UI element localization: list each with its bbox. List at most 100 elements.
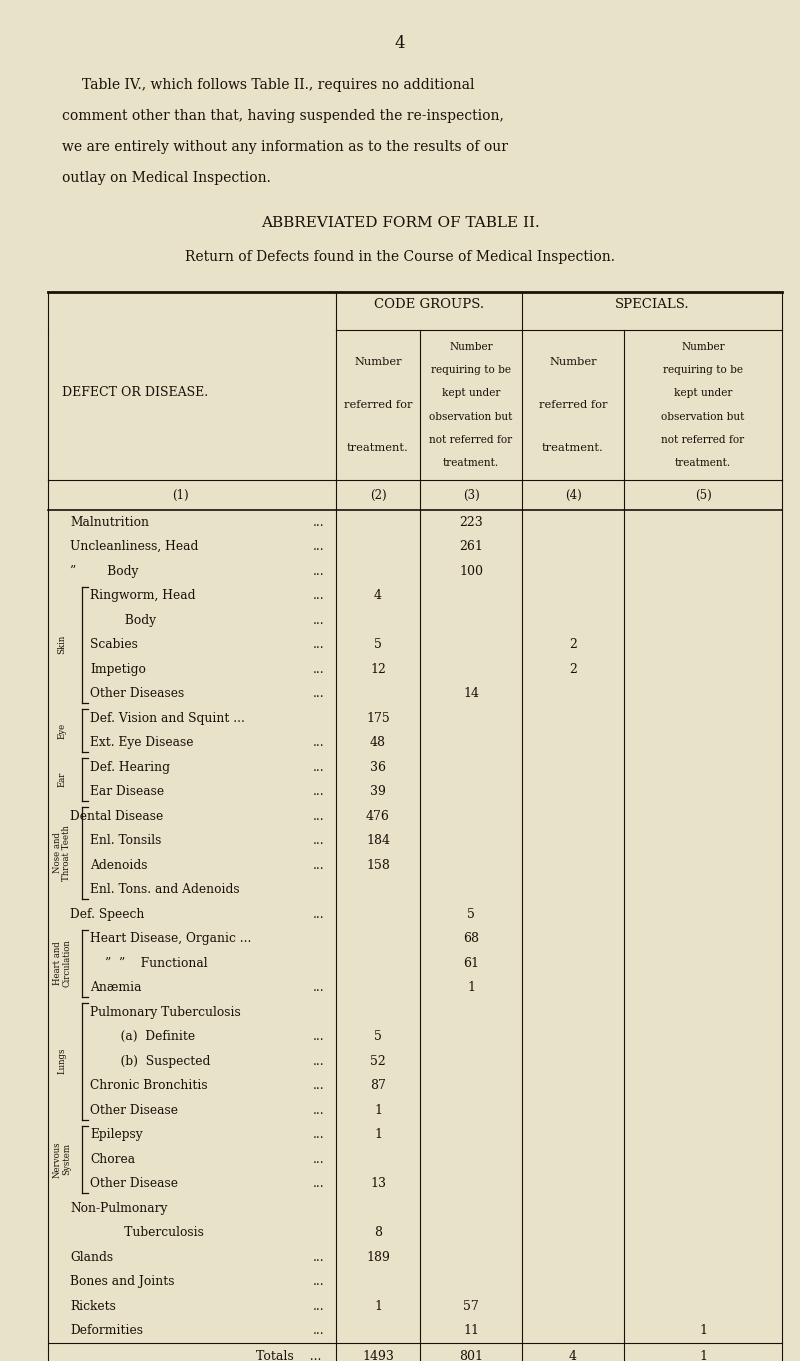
Text: 223: 223 (459, 516, 483, 529)
Text: Enl. Tonsils: Enl. Tonsils (90, 834, 162, 848)
Text: ...: ... (312, 1030, 324, 1044)
Text: not referred for: not referred for (430, 434, 513, 445)
Text: Other Disease: Other Disease (90, 1104, 178, 1117)
Text: 5: 5 (374, 638, 382, 652)
Text: (3): (3) (462, 489, 479, 501)
Text: comment other than that, having suspended the re-inspection,: comment other than that, having suspende… (62, 109, 504, 122)
Text: Impetigo: Impetigo (90, 663, 146, 676)
Text: Def. Speech: Def. Speech (70, 908, 144, 921)
Text: ...: ... (312, 663, 324, 676)
Text: 87: 87 (370, 1079, 386, 1093)
Text: Number: Number (549, 357, 597, 367)
Text: ...: ... (312, 638, 324, 652)
Text: ...: ... (312, 736, 324, 750)
Text: Heart Disease, Organic ...: Heart Disease, Organic ... (90, 932, 251, 946)
Text: 13: 13 (370, 1177, 386, 1191)
Text: (a)  Definite: (a) Definite (105, 1030, 195, 1044)
Text: 5: 5 (467, 908, 475, 921)
Text: Epilepsy: Epilepsy (90, 1128, 142, 1142)
Text: ...: ... (312, 1300, 324, 1313)
Text: Return of Defects found in the Course of Medical Inspection.: Return of Defects found in the Course of… (185, 250, 615, 264)
Text: 68: 68 (463, 932, 479, 946)
Text: Dental Disease: Dental Disease (70, 810, 163, 823)
Text: Anæmia: Anæmia (90, 981, 142, 995)
Text: 261: 261 (459, 540, 483, 554)
Text: Nervous
System: Nervous System (53, 1141, 71, 1177)
Text: Uncleanliness, Head: Uncleanliness, Head (70, 540, 198, 554)
Text: kept under: kept under (442, 388, 500, 399)
Text: 5: 5 (374, 1030, 382, 1044)
Text: ...: ... (312, 1324, 324, 1338)
Text: 4: 4 (394, 35, 406, 52)
Text: Body: Body (90, 614, 156, 627)
Text: Number: Number (449, 343, 493, 352)
Text: DEFECT OR DISEASE.: DEFECT OR DISEASE. (62, 387, 208, 400)
Text: 52: 52 (370, 1055, 386, 1068)
Text: Totals    ...: Totals ... (256, 1350, 321, 1361)
Text: not referred for: not referred for (662, 434, 745, 445)
Text: (5): (5) (694, 489, 711, 501)
Text: referred for: referred for (344, 400, 412, 410)
Text: 184: 184 (366, 834, 390, 848)
Text: (b)  Suspected: (b) Suspected (105, 1055, 210, 1068)
Text: 100: 100 (459, 565, 483, 578)
Text: Rickets: Rickets (70, 1300, 116, 1313)
Text: Chorea: Chorea (90, 1153, 135, 1166)
Text: 1493: 1493 (362, 1350, 394, 1361)
Text: 1: 1 (699, 1350, 707, 1361)
Text: ...: ... (312, 565, 324, 578)
Text: ...: ... (312, 516, 324, 529)
Text: Malnutrition: Malnutrition (70, 516, 149, 529)
Text: 2: 2 (569, 663, 577, 676)
Text: 57: 57 (463, 1300, 479, 1313)
Text: requiring to be: requiring to be (431, 365, 511, 376)
Text: Other Disease: Other Disease (90, 1177, 178, 1191)
Text: outlay on Medical Inspection.: outlay on Medical Inspection. (62, 171, 271, 185)
Text: 189: 189 (366, 1251, 390, 1264)
Text: Scabies: Scabies (90, 638, 138, 652)
Text: ABBREVIATED FORM OF TABLE II.: ABBREVIATED FORM OF TABLE II. (261, 216, 539, 230)
Text: Heart and
Circulation: Heart and Circulation (53, 939, 71, 987)
Text: CODE GROUPS.: CODE GROUPS. (374, 298, 484, 312)
Text: ...: ... (312, 1275, 324, 1289)
Text: ...: ... (312, 1251, 324, 1264)
Text: ”  ”    Functional: ” ” Functional (105, 957, 208, 970)
Text: Glands: Glands (70, 1251, 113, 1264)
Text: ...: ... (312, 834, 324, 848)
Text: Skin: Skin (58, 636, 66, 655)
Text: 175: 175 (366, 712, 390, 725)
Text: ...: ... (312, 1055, 324, 1068)
Text: treatment.: treatment. (675, 457, 731, 468)
Text: ...: ... (312, 1104, 324, 1117)
Text: Ear: Ear (58, 772, 66, 787)
Text: (1): (1) (172, 489, 188, 501)
Text: Tuberculosis: Tuberculosis (70, 1226, 204, 1240)
Text: ...: ... (312, 1128, 324, 1142)
Text: ...: ... (312, 981, 324, 995)
Text: 8: 8 (374, 1226, 382, 1240)
Text: requiring to be: requiring to be (663, 365, 743, 376)
Text: Eye: Eye (58, 723, 66, 739)
Text: Lungs: Lungs (58, 1048, 66, 1074)
Text: (4): (4) (565, 489, 582, 501)
Text: Pulmonary Tuberculosis: Pulmonary Tuberculosis (90, 1006, 241, 1019)
Text: treatment.: treatment. (443, 457, 499, 468)
Text: ...: ... (312, 761, 324, 774)
Text: SPECIALS.: SPECIALS. (614, 298, 690, 312)
Text: 1: 1 (374, 1128, 382, 1142)
Text: 158: 158 (366, 859, 390, 872)
Text: ...: ... (312, 785, 324, 799)
Text: Ringworm, Head: Ringworm, Head (90, 589, 195, 603)
Text: 1: 1 (699, 1324, 707, 1338)
Text: 2: 2 (569, 638, 577, 652)
Text: ...: ... (312, 540, 324, 554)
Text: Number: Number (354, 357, 402, 367)
Text: kept under: kept under (674, 388, 732, 399)
Text: observation but: observation but (662, 411, 745, 422)
Text: ...: ... (312, 859, 324, 872)
Text: ...: ... (312, 1079, 324, 1093)
Text: ...: ... (312, 1153, 324, 1166)
Text: 1: 1 (374, 1104, 382, 1117)
Text: 1: 1 (467, 981, 475, 995)
Text: Ear Disease: Ear Disease (90, 785, 164, 799)
